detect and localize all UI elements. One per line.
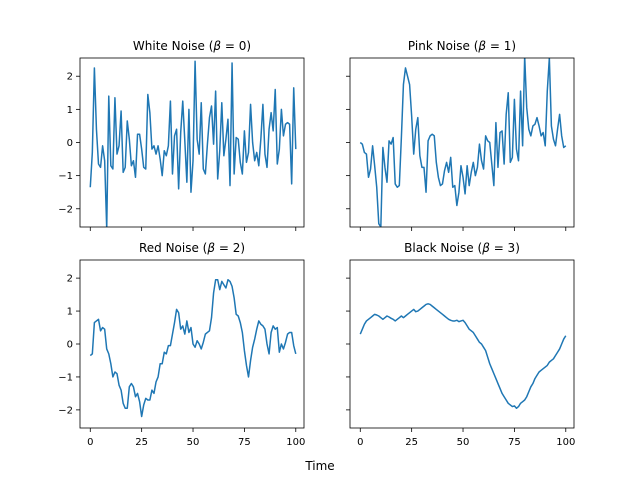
red-noise-y-tick-label: 0 [67,340,73,351]
red-noise-y-tick-label: −2 [58,405,73,416]
white-noise-y-tick-label: −2 [58,204,73,215]
black-noise-x-tick-label: 100 [556,437,575,448]
black-noise-x-tick-label: 50 [457,437,470,448]
red-noise-x-tick-label: 75 [238,437,251,448]
shared-x-axis-label: Time [304,459,334,473]
red-noise-x-tick-label: 50 [187,437,200,448]
black-noise-title: Black Noise (β = 3) [404,241,520,255]
pink-noise-series-line [359,58,567,227]
white-noise-y-tick-label: 0 [67,138,73,149]
red-noise-panel: 0 25 50 75 100 −2 −1 0 1 2 Red Noise (β = 2) [58,241,305,448]
pink-noise-title: Pink Noise (β = 1) [408,39,516,53]
red-noise-title: Red Noise (β = 2) [139,241,245,255]
red-noise-series-line [89,279,297,418]
red-noise-y-tick-label: −1 [58,372,73,383]
red-noise-y-tick-label: 1 [67,307,73,318]
pink-noise-panel: Pink Noise (β = 1) [346,39,575,231]
red-noise-x-tick-label: 100 [286,437,305,448]
white-noise-series-line [89,60,297,227]
black-noise-x-tick-label: 75 [508,437,521,448]
white-noise-y-tick-label: −1 [58,171,73,182]
black-noise-x-tick-label: 0 [357,437,363,448]
red-noise-x-tick-label: 0 [87,437,93,448]
white-noise-y-tick-label: 1 [67,105,73,116]
subplot-grid: −2 −1 0 1 2 White Noise (β = 0) Pink Noise (β … [58,39,575,448]
red-noise-x-tick-label: 25 [135,437,148,448]
black-noise-series-line [359,303,567,409]
black-noise-panel: 0 25 50 75 100 Black Noise (β = 3) [346,241,575,448]
white-noise-y-tick-label: 2 [67,72,73,83]
red-noise-y-tick-label: 2 [67,274,73,285]
white-noise-title: White Noise (β = 0) [133,39,251,53]
white-noise-panel: −2 −1 0 1 2 White Noise (β = 0) [58,39,305,231]
black-noise-x-tick-label: 25 [405,437,418,448]
